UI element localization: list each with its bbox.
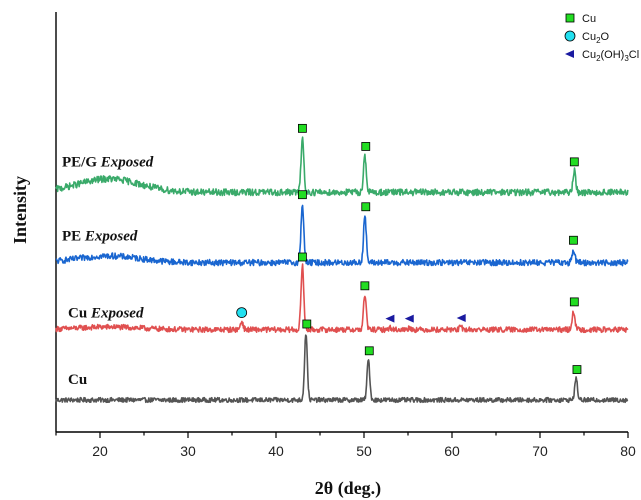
phase-marker-square-1 xyxy=(364,346,374,356)
phase-marker-square-2 xyxy=(572,365,582,374)
series-label-main: Cu xyxy=(68,306,91,322)
plot-area xyxy=(55,12,628,433)
legend-marker-2 xyxy=(565,50,574,58)
x-axis: 20 30 40 50 60 70 80 xyxy=(55,432,636,459)
phase-marker-square-14 xyxy=(361,142,371,151)
legend-label-0: Cu xyxy=(582,13,596,25)
x-tick-label: 40 xyxy=(268,443,284,459)
phase-marker-square-13 xyxy=(297,123,307,133)
phase-marker-circle-3 xyxy=(236,307,248,319)
phase-marker-square-10 xyxy=(297,190,307,200)
series-label-1: Cu Exposed xyxy=(68,306,144,322)
legend: Cu Cu2O Cu2(OH)3Cl xyxy=(564,13,639,63)
phase-marker-triangle-left-8 xyxy=(456,313,466,322)
series-line-2 xyxy=(55,204,629,267)
phase-marker-square-0 xyxy=(302,319,312,329)
phase-marker-square-12 xyxy=(569,235,578,245)
phase-marker-square-15 xyxy=(569,157,579,167)
series-label-italic: Exposed xyxy=(90,306,144,322)
series-line-0 xyxy=(55,334,629,404)
x-tick-label: 60 xyxy=(444,443,460,459)
x-tick-label: 80 xyxy=(620,443,636,459)
y-axis-title: Intensity xyxy=(10,176,30,244)
phase-marker-square-11 xyxy=(361,202,371,212)
series-label-3: PE/G Exposed xyxy=(62,154,154,170)
series-label-main: PE/G xyxy=(62,154,101,170)
x-tick-label: 70 xyxy=(532,443,548,459)
x-tick-label: 20 xyxy=(92,443,108,459)
series-label-0: Cu xyxy=(68,372,87,388)
series-label-2: PE Exposed xyxy=(62,229,138,245)
x-tick-label: 50 xyxy=(356,443,372,459)
legend-label-2: Cu2(OH)3Cl xyxy=(582,49,639,63)
series-layer xyxy=(55,136,629,404)
marker-layer xyxy=(236,123,582,374)
phase-marker-square-4 xyxy=(297,252,307,262)
phase-marker-square-5 xyxy=(360,281,370,291)
legend-marker-0 xyxy=(565,13,575,23)
series-label-italic: Exposed xyxy=(100,154,154,170)
phase-marker-triangle-left-6 xyxy=(385,314,395,323)
legend-label-1: Cu2O xyxy=(582,31,610,45)
series-line-1 xyxy=(55,263,629,334)
series-label-main: Cu xyxy=(68,372,87,388)
x-tick-label: 30 xyxy=(180,443,196,459)
phase-marker-triangle-left-7 xyxy=(404,314,414,323)
series-label-main: PE xyxy=(62,229,85,245)
legend-marker-1 xyxy=(564,30,576,42)
series-line-3 xyxy=(55,136,629,197)
series-label-italic: Exposed xyxy=(84,229,138,245)
x-axis-title: 2θ (deg.) xyxy=(315,478,381,499)
phase-marker-square-9 xyxy=(569,297,579,307)
